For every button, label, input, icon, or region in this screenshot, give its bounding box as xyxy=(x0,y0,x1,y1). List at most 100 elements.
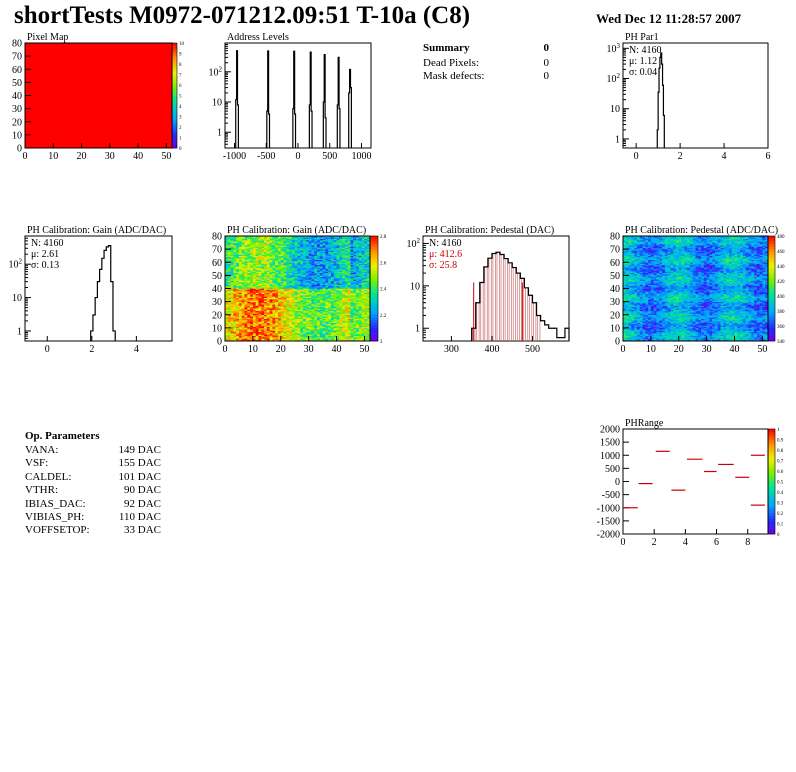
heatmap-cell xyxy=(636,339,641,342)
heatmap-cell xyxy=(244,251,248,254)
heatmap-cell xyxy=(328,304,332,306)
heatmap-cell xyxy=(344,300,348,302)
heatmap-cell xyxy=(258,334,262,337)
heatmap-cell xyxy=(238,257,243,259)
heatmap-cell xyxy=(356,249,360,251)
heatmap-cell xyxy=(314,255,318,258)
heatmap-cell xyxy=(294,239,298,242)
heatmap-cell xyxy=(286,327,290,330)
heatmap-cell xyxy=(227,260,231,263)
heatmap-cell xyxy=(227,267,231,270)
heatmap-cell xyxy=(347,329,351,331)
heatmap-cell xyxy=(361,289,365,292)
heatmap-cell xyxy=(236,310,240,313)
heatmap-cell xyxy=(286,330,290,333)
heatmap-cell xyxy=(258,309,262,312)
heatmap-cell xyxy=(230,255,234,258)
heatmap-cell xyxy=(317,238,321,241)
heatmap-cell xyxy=(353,279,357,281)
heatmap-cell xyxy=(336,237,340,239)
heatmap-cell xyxy=(317,253,321,255)
heatmap-cell xyxy=(325,305,329,308)
heatmap-cell xyxy=(289,296,293,298)
heatmap-cell xyxy=(233,251,237,254)
heatmap-cell xyxy=(328,288,332,291)
heatmap-cell xyxy=(631,253,635,255)
heatmap-cell xyxy=(261,260,265,263)
heatmap-cell xyxy=(353,293,357,296)
heatmap-cell xyxy=(286,249,290,251)
heatmap-cell xyxy=(258,337,262,339)
heatmap-cell xyxy=(264,237,268,239)
colorbar-cell xyxy=(172,77,177,81)
heatmap-cell xyxy=(353,316,357,318)
heatmap-cell xyxy=(367,276,371,279)
heatmap-cell xyxy=(311,284,315,287)
heatmap-cell xyxy=(336,247,340,250)
heatmap-cell xyxy=(328,264,332,267)
heatmap-cell xyxy=(291,334,296,337)
heatmap-cell xyxy=(364,236,368,238)
heatmap-cell xyxy=(258,237,262,239)
heatmap-cell xyxy=(258,320,262,322)
heatmap-cell xyxy=(289,297,293,300)
colorbar-cell xyxy=(370,238,378,242)
heatmap-cell xyxy=(353,246,357,249)
heatmap-cell xyxy=(623,284,627,287)
heatmap-cell xyxy=(255,335,259,338)
heatmap-cell xyxy=(261,296,265,298)
heatmap-cell xyxy=(283,258,287,260)
heatmap-cell xyxy=(319,299,323,301)
heatmap-cell xyxy=(350,237,354,239)
heatmap-cell xyxy=(255,241,259,243)
colorbar-cell xyxy=(172,87,177,91)
heatmap-cell xyxy=(328,270,332,272)
heatmap-cell xyxy=(631,329,635,331)
heatmap-cell xyxy=(625,301,629,304)
heatmap-cell xyxy=(333,276,337,279)
heatmap-cell xyxy=(289,300,293,302)
heatmap-cell xyxy=(361,280,365,283)
colorbar-cell xyxy=(172,53,177,57)
heatmap-cell xyxy=(353,259,357,262)
heatmap-cell xyxy=(623,325,627,327)
heatmap-cell xyxy=(347,239,351,242)
heatmap-cell xyxy=(300,264,304,267)
heatmap-cell xyxy=(252,327,256,330)
heatmap-cell xyxy=(300,309,304,312)
heatmap-cell xyxy=(264,314,268,317)
heatmap-cell xyxy=(350,339,354,342)
heatmap-cell xyxy=(291,304,296,306)
heatmap-cell xyxy=(350,257,354,259)
heatmap-cell xyxy=(333,306,337,309)
heatmap-cell xyxy=(314,275,318,277)
heatmap-cell xyxy=(333,262,337,264)
heatmap-cell xyxy=(344,320,348,322)
heatmap-cell xyxy=(230,271,234,274)
heatmap-cell xyxy=(227,247,231,250)
colorbar-cell xyxy=(370,330,378,334)
heatmap-cell xyxy=(264,299,268,301)
heatmap-cell xyxy=(261,236,265,238)
heatmap-cell xyxy=(280,259,284,262)
heatmap-cell xyxy=(328,257,332,259)
heatmap-cell xyxy=(241,242,245,245)
colorbar-tick-label: 6 xyxy=(179,84,182,89)
heatmap-cell xyxy=(308,304,312,306)
heatmap-cell xyxy=(241,321,245,323)
heatmap-cell xyxy=(342,306,346,309)
heatmap-cell xyxy=(634,289,638,292)
heatmap-cell xyxy=(264,274,268,276)
heatmap-cell xyxy=(283,320,287,322)
heatmap-cell xyxy=(339,329,343,331)
heatmap-cell xyxy=(261,293,265,296)
heatmap-cell xyxy=(283,276,287,279)
heatmap-cell xyxy=(631,260,635,263)
stats-text: μ: 1.12 xyxy=(629,56,657,67)
heatmap-cell xyxy=(361,250,365,253)
heatmap-cell xyxy=(252,257,256,259)
heatmap-cell xyxy=(623,331,627,334)
heatmap-cell xyxy=(283,267,287,270)
heatmap-cell xyxy=(286,251,290,254)
heatmap-cell xyxy=(291,254,296,256)
